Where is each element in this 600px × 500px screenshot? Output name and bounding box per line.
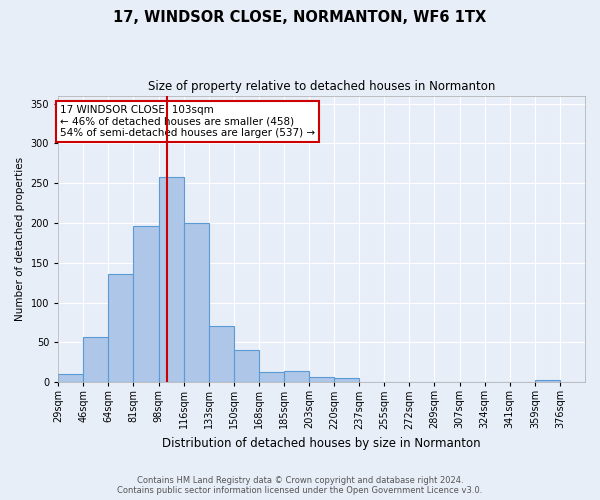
Text: Contains HM Land Registry data © Crown copyright and database right 2024.
Contai: Contains HM Land Registry data © Crown c… [118, 476, 482, 495]
Bar [58, 374, 83, 382]
Bar [158, 177, 184, 382]
Bar [83, 337, 109, 382]
Bar [309, 378, 334, 382]
Bar [184, 223, 209, 382]
Bar [209, 326, 234, 382]
Bar [334, 378, 359, 382]
Bar [259, 372, 284, 382]
Bar [535, 380, 560, 382]
Bar [284, 371, 309, 382]
Bar [234, 350, 259, 382]
Bar [109, 274, 133, 382]
X-axis label: Distribution of detached houses by size in Normanton: Distribution of detached houses by size … [162, 437, 481, 450]
Bar [133, 226, 158, 382]
Y-axis label: Number of detached properties: Number of detached properties [15, 157, 25, 321]
Text: 17, WINDSOR CLOSE, NORMANTON, WF6 1TX: 17, WINDSOR CLOSE, NORMANTON, WF6 1TX [113, 10, 487, 25]
Title: Size of property relative to detached houses in Normanton: Size of property relative to detached ho… [148, 80, 495, 93]
Text: 17 WINDSOR CLOSE: 103sqm
← 46% of detached houses are smaller (458)
54% of semi-: 17 WINDSOR CLOSE: 103sqm ← 46% of detach… [59, 105, 315, 138]
